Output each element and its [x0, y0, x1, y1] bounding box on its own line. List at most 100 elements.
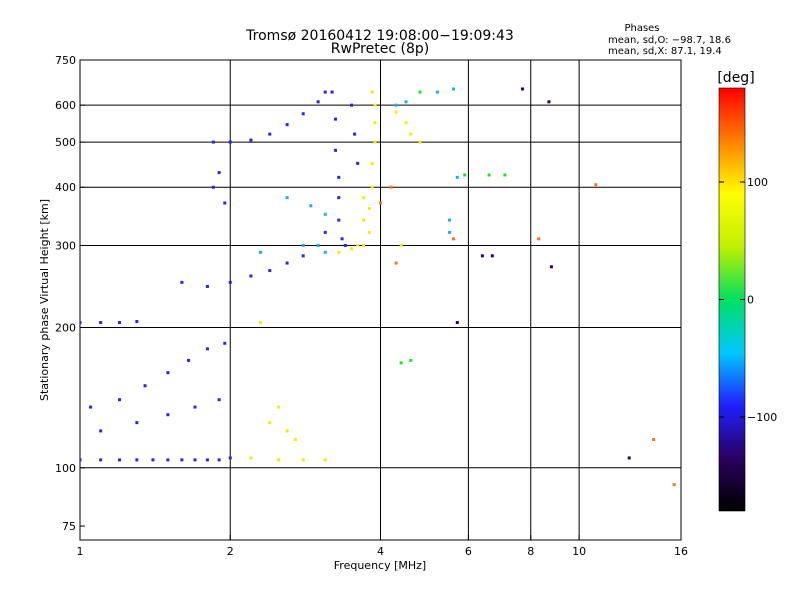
data-point	[389, 185, 393, 189]
colorbar-tick-label: 100	[747, 176, 768, 189]
data-point	[330, 90, 334, 94]
data-point	[268, 269, 272, 273]
colorbar-tick-label: 0	[747, 294, 754, 307]
data-point	[323, 250, 327, 254]
data-point	[350, 247, 354, 251]
data-point	[370, 185, 374, 189]
data-point	[180, 458, 184, 462]
x-tick-label: 2	[227, 545, 234, 558]
data-point	[309, 204, 313, 208]
data-point	[418, 140, 422, 144]
data-point	[89, 405, 93, 409]
data-point	[285, 429, 289, 433]
data-point	[316, 243, 320, 247]
y-tick-label: 400	[55, 181, 76, 194]
data-point	[356, 161, 360, 165]
data-point	[373, 140, 377, 144]
y-axis-label: Stationary phase Virtual Height [km]	[38, 199, 51, 401]
data-point	[99, 429, 103, 433]
data-point	[135, 458, 139, 462]
data-point	[350, 103, 354, 107]
data-point	[228, 280, 232, 284]
phase-box-title: Phases	[624, 23, 659, 34]
data-point	[373, 121, 377, 125]
x-tick-label: 8	[527, 545, 534, 558]
data-point	[151, 458, 155, 462]
data-point	[451, 87, 455, 91]
data-point	[217, 458, 221, 462]
x-axis-label: Frequency [MHz]	[334, 559, 426, 572]
data-point	[193, 458, 197, 462]
data-point	[394, 261, 398, 265]
data-point	[451, 237, 455, 241]
data-point	[249, 138, 253, 142]
data-point	[537, 237, 541, 241]
data-point	[205, 458, 209, 462]
data-point	[316, 100, 320, 104]
grid-lines	[80, 60, 681, 540]
y-tick-label: 750	[55, 54, 76, 67]
x-tick-label: 16	[674, 545, 688, 558]
data-point	[268, 132, 272, 136]
data-point	[143, 384, 147, 388]
y-axis-ticks: 75 100 200 300 400 500 600 750	[55, 54, 85, 533]
data-point	[277, 405, 281, 409]
data-point	[118, 321, 122, 325]
data-point	[435, 90, 439, 94]
data-point	[285, 123, 289, 127]
data-point	[99, 458, 103, 462]
data-point	[205, 284, 209, 288]
data-point	[379, 201, 382, 205]
data-point	[259, 321, 263, 325]
data-point	[211, 185, 215, 189]
x-tick-label: 10	[572, 545, 586, 558]
data-point	[217, 171, 221, 175]
chart-title: Tromsø 20160412 19:08:00−19:09:43	[245, 28, 514, 44]
data-point	[333, 117, 337, 121]
data-point	[370, 161, 374, 165]
data-point	[166, 458, 170, 462]
data-point	[337, 196, 341, 200]
data-point	[277, 458, 281, 462]
y-tick-label: 300	[55, 239, 76, 252]
data-point	[205, 347, 209, 351]
data-point	[370, 90, 374, 94]
data-point	[268, 421, 272, 425]
data-point	[404, 100, 408, 104]
data-point	[301, 243, 305, 247]
data-point	[490, 254, 494, 258]
data-point	[455, 175, 459, 179]
data-point	[285, 261, 289, 265]
data-point	[463, 173, 467, 177]
data-point	[409, 132, 413, 136]
data-point	[367, 207, 371, 211]
data-point	[448, 218, 452, 222]
data-point	[301, 254, 305, 258]
data-point	[99, 321, 103, 325]
data-point	[228, 140, 232, 144]
phase-box-line-o: mean, sd,O: −98.7, 18.6	[608, 35, 731, 46]
data-point	[135, 320, 139, 324]
data-point	[228, 456, 232, 460]
data-point	[323, 458, 327, 462]
data-point	[323, 230, 327, 234]
colorbar-tick-label: −100	[747, 411, 777, 424]
data-point	[301, 112, 305, 116]
data-point	[343, 243, 347, 247]
data-point	[547, 100, 551, 104]
data-point	[594, 183, 598, 187]
data-point	[627, 456, 631, 460]
y-tick-label: 600	[55, 99, 76, 112]
data-point	[80, 458, 82, 462]
data-point	[211, 140, 215, 144]
data-point	[672, 483, 676, 487]
data-point	[166, 413, 170, 417]
data-point	[249, 456, 253, 460]
data-point	[337, 250, 341, 254]
phase-box-line-x: mean, sd,X: 87.1, 19.4	[608, 46, 722, 57]
x-tick-label: 4	[377, 545, 384, 558]
data-point	[259, 250, 263, 254]
data-point	[223, 201, 227, 205]
data-point	[362, 196, 366, 200]
